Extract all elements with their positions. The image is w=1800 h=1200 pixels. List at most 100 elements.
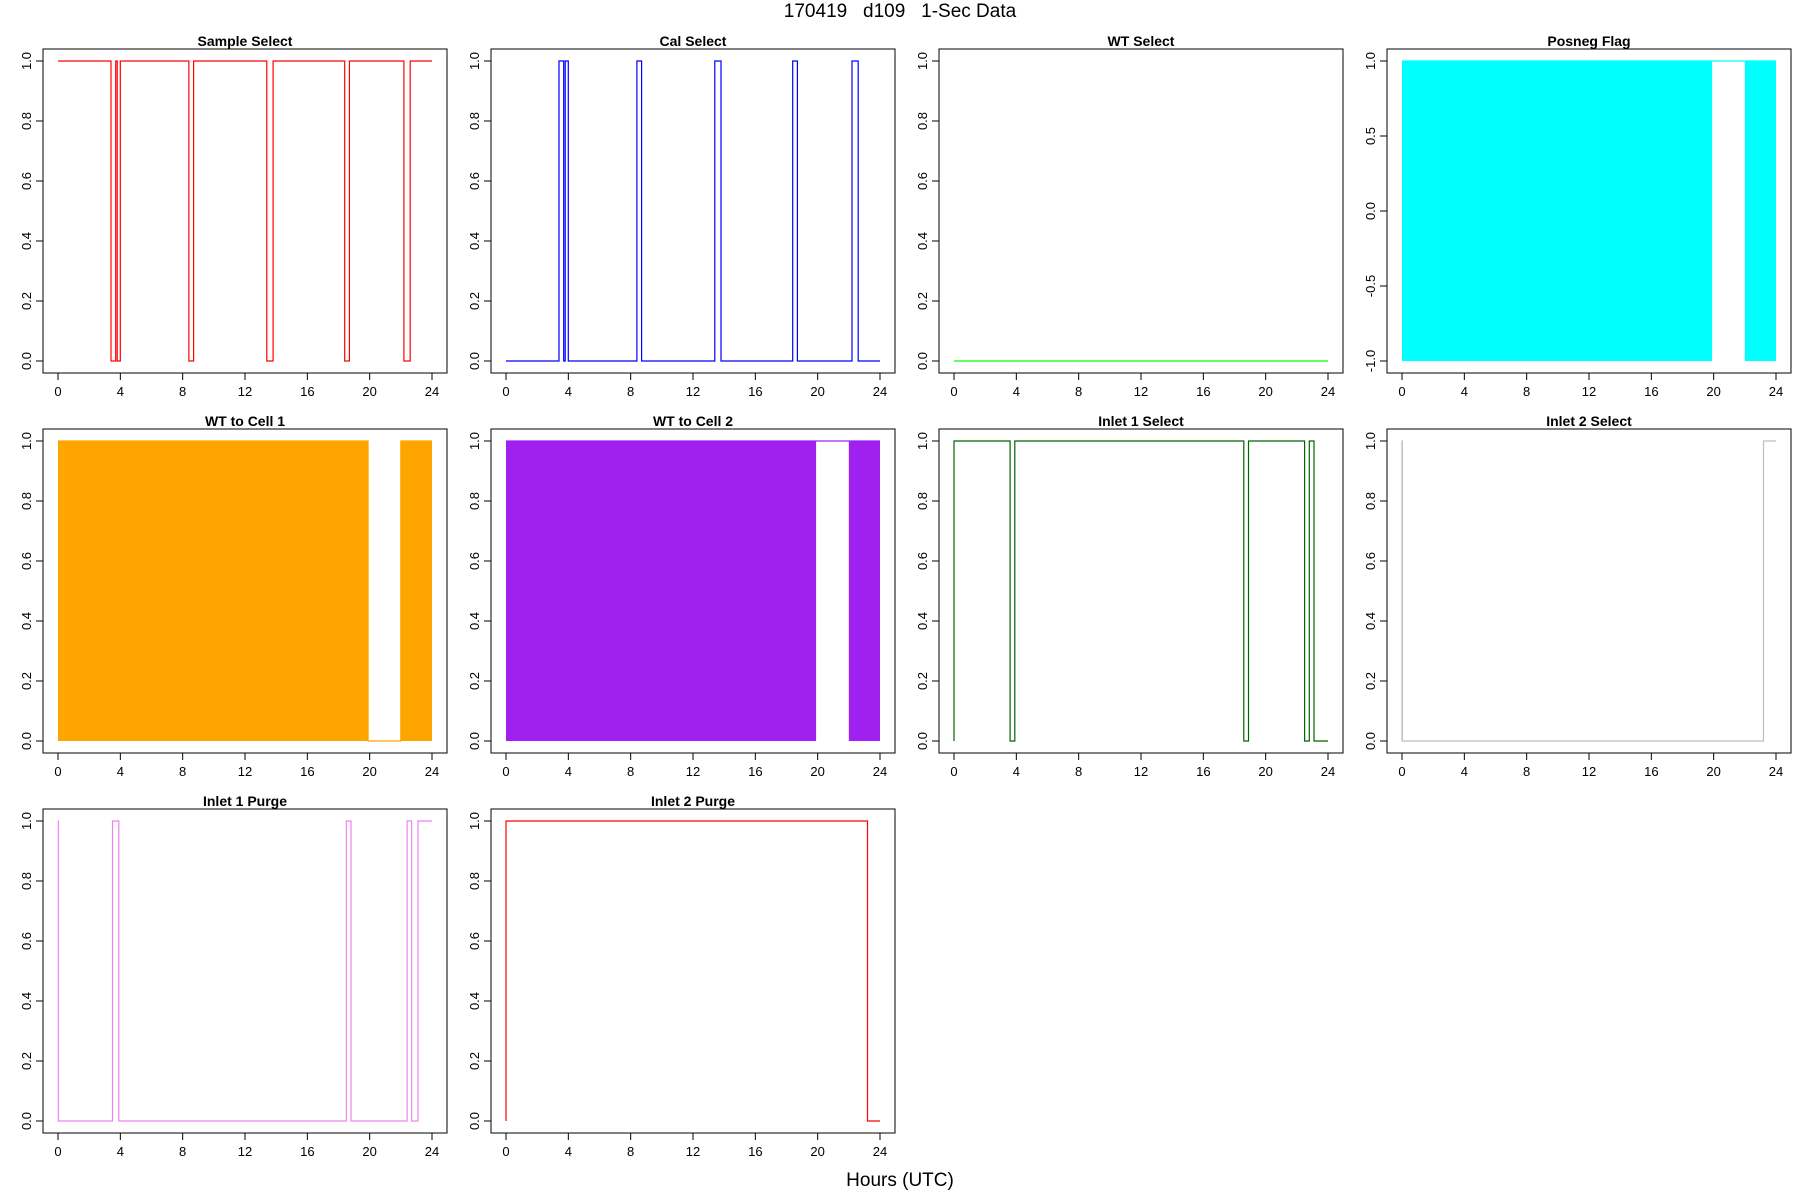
y-tick-label: 1.0 bbox=[915, 432, 930, 450]
x-tick-label: 20 bbox=[810, 1144, 824, 1159]
subplot: Cal Select 0 4 8 12 16 20 24 0.0 0.2 0.4 0.6 0.8 1.0 bbox=[467, 33, 896, 399]
filled-region bbox=[506, 441, 817, 741]
plot-frame bbox=[490, 48, 896, 374]
x-tick-label: 16 bbox=[300, 764, 314, 779]
y-tick-label: 0.6 bbox=[915, 552, 930, 570]
series-line bbox=[506, 60, 880, 362]
y-tick-label: 0.0 bbox=[19, 732, 34, 750]
y-tick-label: 1.0 bbox=[19, 52, 34, 70]
y-tick-label: 0.4 bbox=[1363, 612, 1378, 630]
filled-region bbox=[400, 441, 432, 741]
x-tick-label: 12 bbox=[686, 1144, 700, 1159]
subplot-title: Inlet 1 Purge bbox=[203, 793, 287, 809]
y-tick-label: 0.0 bbox=[467, 352, 482, 370]
y-tick-label: 0.6 bbox=[467, 172, 482, 190]
subplot: Inlet 2 Select 0 4 8 12 16 20 24 0.0 0.2 0.4 0.6 0.8… bbox=[1363, 413, 1792, 779]
y-tick-label: 0.2 bbox=[467, 1052, 482, 1070]
x-tick-label: 12 bbox=[1134, 384, 1148, 399]
x-tick-label: 0 bbox=[54, 384, 61, 399]
y-tick-label: 1.0 bbox=[467, 52, 482, 70]
filled-region bbox=[848, 441, 880, 741]
plot-frame bbox=[938, 48, 1344, 374]
y-tick-label: 0.4 bbox=[915, 232, 930, 250]
subplot-title: Posneg Flag bbox=[1547, 33, 1630, 49]
x-tick-label: 20 bbox=[1706, 764, 1720, 779]
y-tick-label: 0.4 bbox=[19, 992, 34, 1010]
y-tick-label: 0.8 bbox=[915, 112, 930, 130]
y-tick-label: 0.2 bbox=[467, 672, 482, 690]
x-tick-label: 16 bbox=[748, 384, 762, 399]
x-tick-label: 20 bbox=[1706, 384, 1720, 399]
subplot: Posneg Flag 0 4 8 12 16 20 24 -1.0 -0.5 0.0 0.5 1.0 bbox=[1363, 33, 1792, 399]
x-tick-label: 16 bbox=[1196, 384, 1210, 399]
y-tick-label: 0.2 bbox=[1363, 672, 1378, 690]
plot-frame bbox=[42, 808, 448, 1134]
y-tick-label: 0.4 bbox=[467, 992, 482, 1010]
x-tick-label: 8 bbox=[179, 764, 186, 779]
series-line bbox=[57, 820, 432, 1122]
plot-frame bbox=[42, 48, 448, 374]
y-tick-label: 0.4 bbox=[467, 612, 482, 630]
y-tick-label: 1.0 bbox=[467, 432, 482, 450]
x-tick-label: 24 bbox=[425, 1144, 439, 1159]
x-tick-label: 20 bbox=[1258, 384, 1272, 399]
x-tick-label: 16 bbox=[1196, 764, 1210, 779]
x-tick-label: 20 bbox=[1258, 764, 1272, 779]
y-tick-label: 0.8 bbox=[467, 112, 482, 130]
x-tick-label: 24 bbox=[1321, 384, 1335, 399]
x-tick-label: 4 bbox=[117, 764, 124, 779]
y-tick-label: 0.8 bbox=[19, 492, 34, 510]
x-tick-label: 16 bbox=[300, 1144, 314, 1159]
x-tick-label: 12 bbox=[238, 764, 252, 779]
x-tick-label: 20 bbox=[810, 384, 824, 399]
y-tick-label: 1.0 bbox=[915, 52, 930, 70]
y-tick-label: 0.2 bbox=[467, 292, 482, 310]
x-tick-label: 16 bbox=[300, 384, 314, 399]
y-tick-label: 0.2 bbox=[19, 672, 34, 690]
x-tick-label: 0 bbox=[1398, 764, 1405, 779]
subplot-title: WT Select bbox=[1108, 33, 1175, 49]
y-tick-label: 0.8 bbox=[1363, 492, 1378, 510]
x-tick-label: 0 bbox=[950, 384, 957, 399]
subplot: WT Select 0 4 8 12 16 20 24 0.0 0.2 0.4 0.6 0.8 1.0 bbox=[915, 33, 1344, 399]
y-tick-label: 0.0 bbox=[1363, 202, 1378, 220]
filled-region bbox=[58, 441, 369, 741]
x-tick-label: 12 bbox=[238, 1144, 252, 1159]
y-tick-label: 0.6 bbox=[1363, 552, 1378, 570]
x-tick-label: 8 bbox=[179, 384, 186, 399]
y-tick-label: 0.6 bbox=[19, 172, 34, 190]
y-tick-label: 0.0 bbox=[915, 732, 930, 750]
x-tick-label: 8 bbox=[1075, 764, 1082, 779]
y-tick-label: -1.0 bbox=[1363, 350, 1378, 372]
x-tick-label: 12 bbox=[1582, 384, 1596, 399]
x-tick-label: 20 bbox=[362, 384, 376, 399]
y-tick-label: 0.0 bbox=[915, 352, 930, 370]
y-tick-label: 0.2 bbox=[19, 292, 34, 310]
subplot: Sample Select 0 4 8 12 16 20 24 0.0 0.2 0.4 0.6 0.8 1… bbox=[19, 33, 448, 399]
y-tick-label: 0.6 bbox=[467, 552, 482, 570]
y-tick-label: 1.0 bbox=[1363, 432, 1378, 450]
x-tick-label: 0 bbox=[950, 764, 957, 779]
x-tick-label: 8 bbox=[1523, 764, 1530, 779]
x-tick-label: 24 bbox=[425, 384, 439, 399]
filled-region bbox=[1402, 61, 1713, 361]
y-tick-label: 0.0 bbox=[1363, 732, 1378, 750]
x-tick-label: 4 bbox=[1461, 764, 1468, 779]
x-tick-label: 12 bbox=[238, 384, 252, 399]
x-tick-label: 0 bbox=[502, 764, 509, 779]
x-tick-label: 4 bbox=[1461, 384, 1468, 399]
plot-frame bbox=[1386, 428, 1792, 754]
plot-frame bbox=[938, 428, 1344, 754]
y-tick-label: -0.5 bbox=[1363, 275, 1378, 297]
x-axis-caption: Hours (UTC) bbox=[846, 1170, 954, 1191]
page-title: 170419 d109 1-Sec Data bbox=[783, 1, 1017, 22]
x-tick-label: 20 bbox=[362, 1144, 376, 1159]
x-tick-label: 4 bbox=[565, 1144, 572, 1159]
x-tick-label: 16 bbox=[748, 764, 762, 779]
x-tick-label: 4 bbox=[565, 384, 572, 399]
y-tick-label: 0.4 bbox=[915, 612, 930, 630]
y-tick-label: 0.6 bbox=[915, 172, 930, 190]
filled-region bbox=[1744, 61, 1776, 361]
subplot-title: Sample Select bbox=[198, 33, 293, 49]
